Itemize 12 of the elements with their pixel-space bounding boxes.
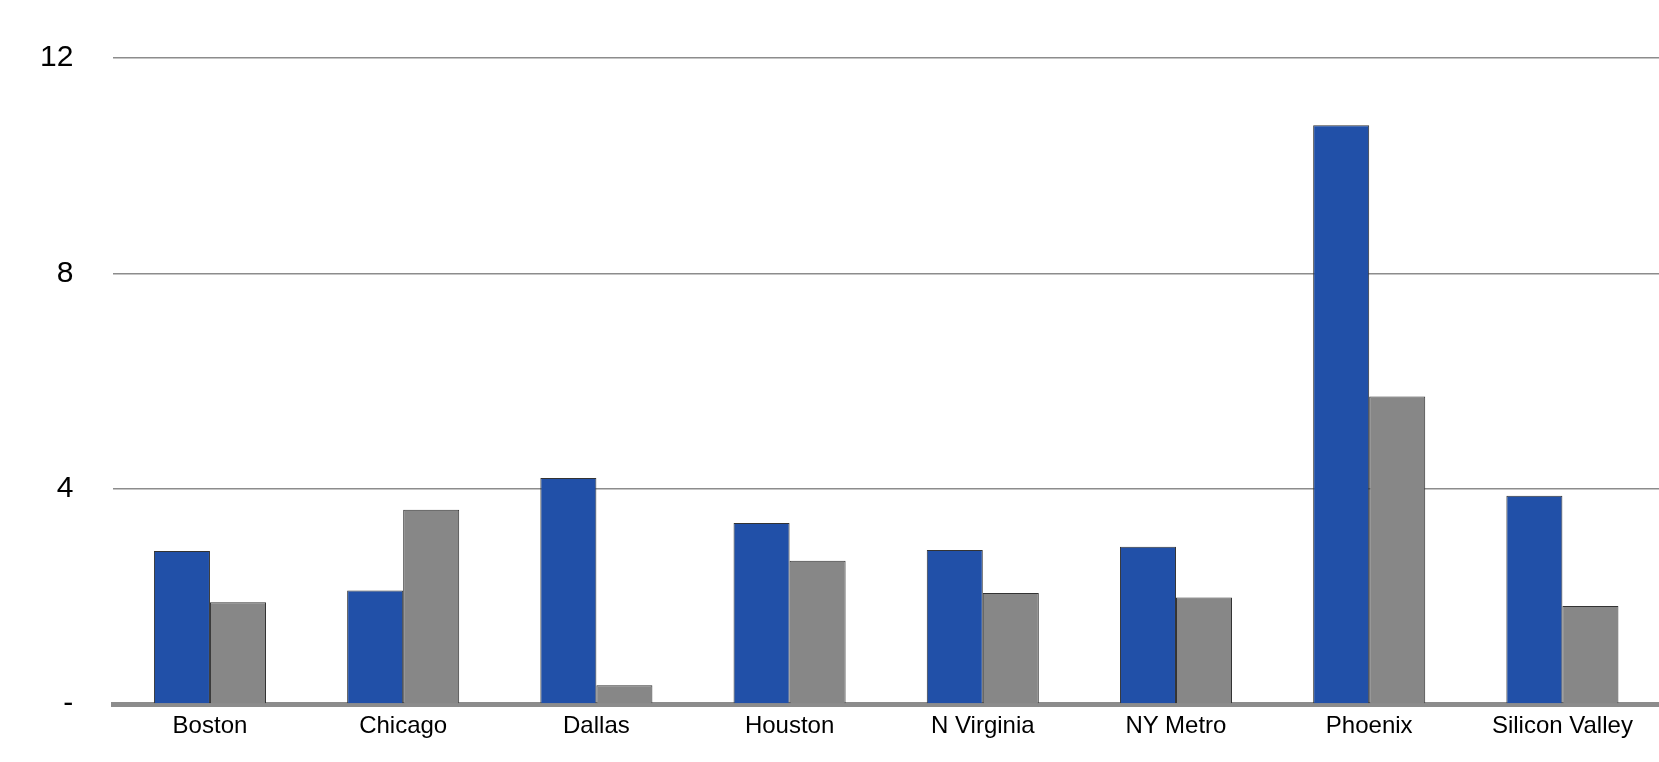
x-tick-label: N Virginia xyxy=(930,711,1036,739)
x-tick-label: Boston xyxy=(172,711,248,739)
y-tick-label: 4 xyxy=(56,469,74,503)
x-tick-label: Phoenix xyxy=(1325,711,1413,739)
x-tick-label: Dallas xyxy=(563,711,630,739)
y-tick-label: - xyxy=(63,685,74,719)
x-tick-label: NY Metro xyxy=(1125,711,1227,739)
x-tick-label: Houston xyxy=(744,711,835,739)
x-tick-label: Chicago xyxy=(359,711,448,739)
x-tick-label: Silicon Valley xyxy=(1491,711,1633,739)
y-tick-label: 12 xyxy=(39,39,74,73)
y-tick-label: 8 xyxy=(56,254,74,288)
